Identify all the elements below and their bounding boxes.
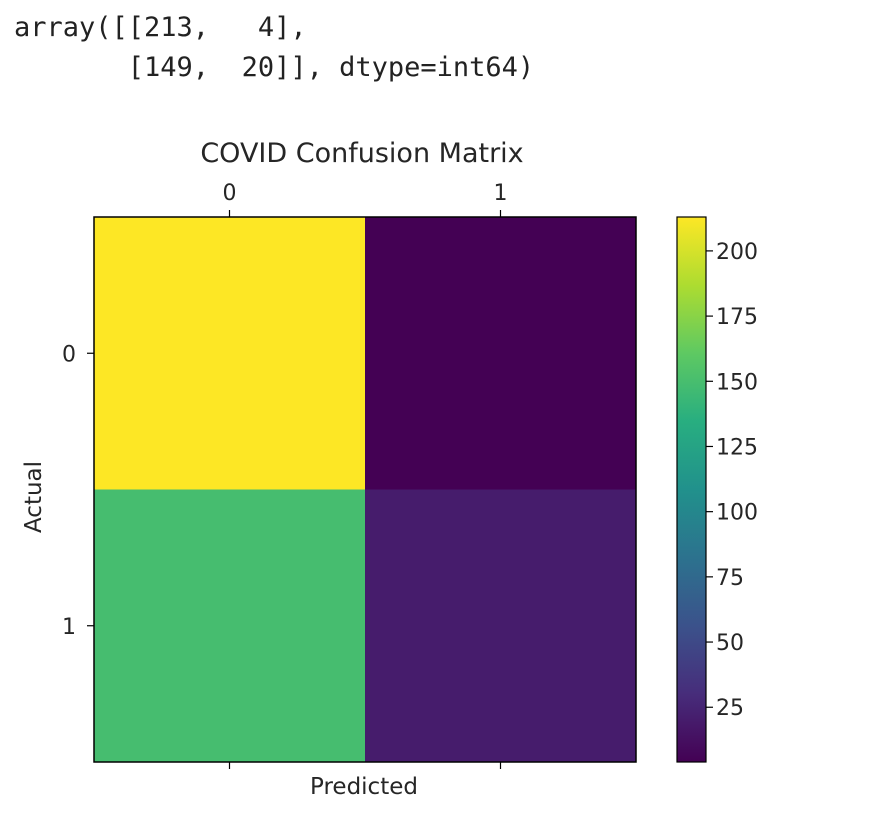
heatmap-cells xyxy=(94,217,636,762)
colorbar-tick-label: 25 xyxy=(716,696,744,721)
colorbar-tick-label: 100 xyxy=(716,501,758,526)
x-axis-label: Predicted xyxy=(310,774,418,800)
x-tick-label: 1 xyxy=(494,181,508,206)
heatmap-cell-0-0 xyxy=(94,217,365,490)
heatmap-cell-1-1 xyxy=(365,489,636,762)
heatmap-cell-0-1 xyxy=(365,217,636,490)
array-output: array([[213, 4], [149, 20]], dtype=int64… xyxy=(14,8,534,88)
colorbar-tick-label: 200 xyxy=(716,240,758,265)
array-output-line-2: [149, 20]], dtype=int64) xyxy=(14,52,535,83)
colorbar-tick-label: 175 xyxy=(716,305,758,330)
colorbar-tick-label: 150 xyxy=(716,370,758,395)
y-axis-label: Actual xyxy=(21,461,47,533)
chart-title: COVID Confusion Matrix xyxy=(200,138,523,169)
array-output-line-1: array([[213, 4], xyxy=(14,12,307,43)
y-tick-label: 1 xyxy=(62,615,76,640)
colorbar xyxy=(676,216,707,763)
x-tick-label: 0 xyxy=(223,181,237,206)
plot-frame xyxy=(93,216,637,763)
y-tick-label: 0 xyxy=(62,342,76,367)
colorbar-tick-label: 75 xyxy=(716,566,744,591)
colorbar-tick-label: 50 xyxy=(716,631,744,656)
y-ticks: 01 xyxy=(62,342,94,640)
colorbar-ticks: 25 50 75 100 125 150 175 200 xyxy=(706,240,758,721)
heatmap-cell-1-0 xyxy=(94,489,365,762)
colorbar-tick-label: 125 xyxy=(716,435,758,460)
